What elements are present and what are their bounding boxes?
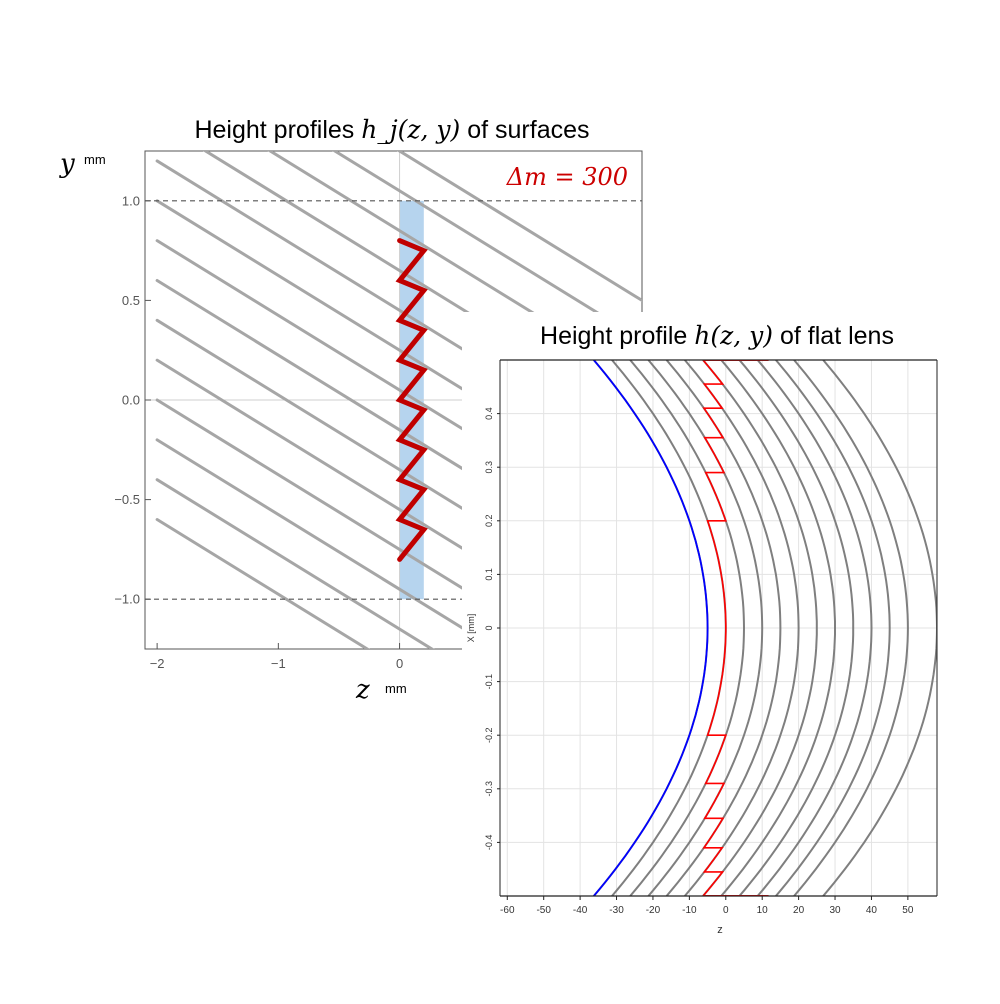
- chart-a-y-axis-unit: mm: [84, 152, 106, 167]
- chart-b-y-tick-label: 0: [484, 625, 494, 630]
- chart-b-red-profile-upper: [702, 360, 727, 628]
- chart-a-x-tick-label: 0: [396, 656, 403, 671]
- chart-a-red-profile: [395, 238, 428, 562]
- chart-b-y-tick-label: 0.1: [484, 568, 494, 581]
- chart-b-y-tick-label: 0.4: [484, 407, 494, 420]
- chart-a-surface-line-13: [332, 151, 642, 342]
- chart-b-x-tick-label: -20: [646, 905, 661, 916]
- chart-a-y-tick-label: −0.5: [114, 492, 140, 507]
- chart-b-y-axis-label: X [mm]: [466, 614, 476, 643]
- chart-a-x-tick-label: −2: [150, 656, 165, 671]
- chart-b-x-tick-label: -10: [682, 905, 697, 916]
- chart-b-gray-curve-5: [665, 360, 782, 896]
- chart-a-surface-line-14: [396, 151, 642, 302]
- chart-a-annotation-delta-m: Δm = 300: [506, 163, 628, 191]
- chart-b-x-tick-label: 20: [793, 905, 805, 916]
- chart-a-x-axis-label: z: [355, 675, 370, 705]
- chart-b-gray-curve-13: [822, 360, 937, 896]
- chart-a-ticks: −2 −1 0 −1.0 −0.5 0.0 0.5 1.0: [114, 193, 403, 671]
- chart-b-x-tick-label: 30: [829, 905, 841, 916]
- chart-a-y-axis-label: y: [59, 149, 75, 179]
- chart-b-x-tick-label: -40: [573, 905, 588, 916]
- chart-a-y-tick-label: 0.5: [122, 293, 140, 308]
- chart-a-surface-line-8: [155, 478, 435, 649]
- chart-b-x-tick-label: -30: [609, 905, 624, 916]
- chart-b-y-tick-label: 0.2: [484, 515, 494, 528]
- flat-lens-height-chart: Height profile h(z, y) of flat lens -60-…: [462, 312, 1000, 952]
- chart-b-title: Height profile h(z, y) of flat lens: [540, 321, 894, 350]
- chart-b-red-profile-layer: [702, 360, 769, 896]
- chart-b-y-tick-label: -0.3: [484, 781, 494, 797]
- chart-b-gray-curve-6: [684, 360, 800, 896]
- chart-b-gray-curve-11: [775, 360, 891, 896]
- chart-b-gray-curve-7: [702, 360, 818, 896]
- chart-b-red-profile-lower: [702, 628, 727, 896]
- chart-b-background: [462, 312, 1000, 952]
- chart-b-x-tick-label: -50: [536, 905, 551, 916]
- chart-b-x-tick-label: 0: [723, 905, 729, 916]
- chart-a-y-tick-label: −1.0: [114, 592, 140, 607]
- chart-b-y-tick-label: -0.1: [484, 674, 494, 690]
- chart-b-x-tick-label: 10: [757, 905, 769, 916]
- chart-a-x-tick-label: −1: [271, 656, 286, 671]
- chart-a-surface-line-7: [155, 438, 500, 649]
- chart-b-y-tick-label: 0.3: [484, 461, 494, 474]
- chart-a-surface-line-9: [155, 518, 371, 649]
- chart-b-gray-curve-12: [793, 360, 909, 896]
- chart-a-y-tick-label: 0.0: [122, 393, 140, 408]
- chart-a-title: Height profiles h_j(z, y) of surfaces: [194, 115, 589, 144]
- chart-b-gray-curve-8: [720, 360, 836, 896]
- chart-a-x-axis-unit: mm: [385, 681, 407, 696]
- chart-a-profile-layer: [395, 238, 428, 562]
- chart-b-y-tick-label: -0.4: [484, 835, 494, 851]
- chart-b-blue-curve: [593, 360, 709, 896]
- chart-b-y-tick-label: -0.2: [484, 727, 494, 743]
- chart-b-x-tick-label: 40: [866, 905, 878, 916]
- chart-b-gray-curve-10: [756, 360, 873, 896]
- chart-b-x-tick-label: 50: [902, 905, 914, 916]
- chart-b-gray-curve-9: [738, 360, 855, 896]
- chart-b-ticks: -60 -50 -40 -30 -20 -10 0 10 20 30 40 50 0.4 0.3 0.2 0.…: [484, 407, 914, 916]
- chart-a-y-tick-label: 1.0: [122, 193, 140, 208]
- chart-b-x-tick-label: -60: [500, 905, 515, 916]
- chart-b-x-axis-label: z: [717, 924, 723, 936]
- chart-b-blue-curve-layer: [593, 360, 709, 896]
- chart-b-gray-curve-3: [629, 360, 746, 896]
